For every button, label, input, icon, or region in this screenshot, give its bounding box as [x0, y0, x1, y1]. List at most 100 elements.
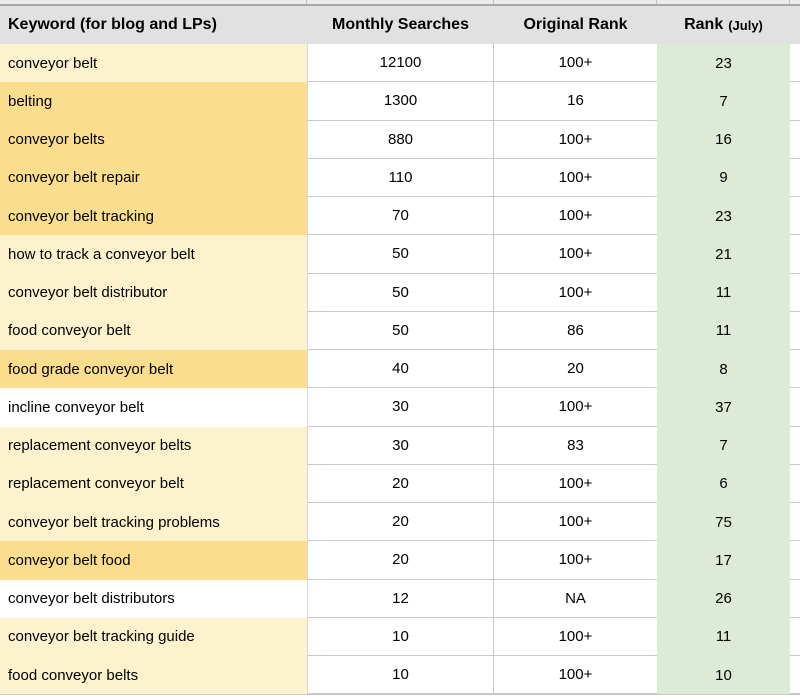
- empty-adjacent-cell[interactable]: [790, 311, 800, 350]
- monthly-searches-cell[interactable]: 20: [307, 503, 494, 542]
- keyword-cell[interactable]: conveyor belt tracking problems: [0, 503, 307, 542]
- header-rank-july[interactable]: Rank (July): [657, 6, 790, 44]
- keyword-cell[interactable]: conveyor belt repair: [0, 158, 307, 197]
- empty-adjacent-cell[interactable]: [790, 120, 800, 159]
- header-rank-label: Rank: [684, 16, 724, 33]
- july-rank-cell[interactable]: 7: [657, 82, 790, 121]
- table-row: conveyor belt tracking guide 10 100+ 11: [0, 617, 800, 656]
- keyword-cell[interactable]: conveyor belts: [0, 120, 307, 159]
- empty-adjacent-cell[interactable]: [790, 617, 800, 656]
- monthly-searches-cell[interactable]: 50: [307, 311, 494, 350]
- july-rank-cell[interactable]: 17: [657, 541, 790, 580]
- empty-adjacent-cell[interactable]: [790, 503, 800, 542]
- remnant-cell: [0, 0, 307, 4]
- july-rank-cell[interactable]: 11: [657, 273, 790, 312]
- keyword-cell[interactable]: food conveyor belt: [0, 311, 307, 350]
- july-rank-cell[interactable]: 6: [657, 464, 790, 503]
- empty-adjacent-cell[interactable]: [790, 541, 800, 580]
- table-row: replacement conveyor belts 30 83 7: [0, 426, 800, 465]
- frozen-row-remnant: [0, 0, 800, 4]
- original-rank-cell[interactable]: 100+: [494, 388, 657, 427]
- original-rank-cell[interactable]: 100+: [494, 44, 657, 83]
- empty-adjacent-cell[interactable]: [790, 656, 800, 695]
- monthly-searches-cell[interactable]: 12100: [307, 44, 494, 83]
- keyword-cell[interactable]: conveyor belt distributor: [0, 273, 307, 312]
- monthly-searches-cell[interactable]: 50: [307, 273, 494, 312]
- keyword-cell[interactable]: food grade conveyor belt: [0, 350, 307, 389]
- keyword-cell[interactable]: conveyor belt tracking: [0, 197, 307, 236]
- july-rank-cell[interactable]: 23: [657, 44, 790, 83]
- original-rank-cell[interactable]: 16: [494, 82, 657, 121]
- monthly-searches-cell[interactable]: 40: [307, 350, 494, 389]
- original-rank-cell[interactable]: 100+: [494, 197, 657, 236]
- monthly-searches-cell[interactable]: 20: [307, 541, 494, 580]
- july-rank-cell[interactable]: 75: [657, 503, 790, 542]
- empty-adjacent-cell[interactable]: [790, 388, 800, 427]
- table-row: conveyor belts 880 100+ 16: [0, 120, 800, 159]
- original-rank-cell[interactable]: 100+: [494, 235, 657, 274]
- empty-adjacent-cell[interactable]: [790, 82, 800, 121]
- original-rank-cell[interactable]: 100+: [494, 158, 657, 197]
- monthly-searches-cell[interactable]: 50: [307, 235, 494, 274]
- original-rank-cell[interactable]: 100+: [494, 120, 657, 159]
- july-rank-cell[interactable]: 7: [657, 426, 790, 465]
- keyword-cell[interactable]: food conveyor belts: [0, 656, 307, 695]
- original-rank-cell[interactable]: NA: [494, 579, 657, 618]
- header-monthly-searches[interactable]: Monthly Searches: [332, 16, 469, 33]
- next-row-remnant: [0, 694, 800, 700]
- original-rank-cell[interactable]: 20: [494, 350, 657, 389]
- original-rank-cell[interactable]: 100+: [494, 617, 657, 656]
- july-rank-cell[interactable]: 8: [657, 350, 790, 389]
- empty-adjacent-cell[interactable]: [790, 235, 800, 274]
- header-original-rank[interactable]: Original Rank: [523, 16, 628, 33]
- july-rank-cell[interactable]: 11: [657, 617, 790, 656]
- july-rank-cell[interactable]: 11: [657, 311, 790, 350]
- monthly-searches-cell[interactable]: 12: [307, 579, 494, 618]
- empty-adjacent-cell[interactable]: [790, 273, 800, 312]
- keyword-cell[interactable]: replacement conveyor belts: [0, 426, 307, 465]
- table-row: conveyor belt 12100 100+ 23: [0, 44, 800, 83]
- monthly-searches-cell[interactable]: 880: [307, 120, 494, 159]
- empty-adjacent-cell[interactable]: [790, 464, 800, 503]
- july-rank-cell[interactable]: 9: [657, 158, 790, 197]
- original-rank-cell[interactable]: 100+: [494, 464, 657, 503]
- empty-adjacent-cell[interactable]: [790, 350, 800, 389]
- monthly-searches-cell[interactable]: 30: [307, 388, 494, 427]
- empty-adjacent-cell[interactable]: [790, 197, 800, 236]
- monthly-searches-cell[interactable]: 10: [307, 617, 494, 656]
- monthly-searches-cell[interactable]: 10: [307, 656, 494, 695]
- table-row: conveyor belt distributor 50 100+ 11: [0, 273, 800, 312]
- keyword-cell[interactable]: conveyor belt tracking guide: [0, 617, 307, 656]
- monthly-searches-cell[interactable]: 30: [307, 426, 494, 465]
- keyword-cell[interactable]: conveyor belt food: [0, 541, 307, 580]
- keyword-cell[interactable]: incline conveyor belt: [0, 388, 307, 427]
- empty-adjacent-cell[interactable]: [790, 579, 800, 618]
- keyword-cell[interactable]: belting: [0, 82, 307, 121]
- july-rank-cell[interactable]: 16: [657, 120, 790, 159]
- original-rank-cell[interactable]: 83: [494, 426, 657, 465]
- keyword-cell[interactable]: how to track a conveyor belt: [0, 235, 307, 274]
- july-rank-cell[interactable]: 23: [657, 197, 790, 236]
- keyword-cell[interactable]: conveyor belt: [0, 44, 307, 83]
- original-rank-cell[interactable]: 86: [494, 311, 657, 350]
- empty-adjacent-cell[interactable]: [790, 158, 800, 197]
- monthly-searches-cell[interactable]: 1300: [307, 82, 494, 121]
- original-rank-cell[interactable]: 100+: [494, 503, 657, 542]
- july-rank-cell[interactable]: 21: [657, 235, 790, 274]
- empty-adjacent-cell[interactable]: [790, 44, 800, 83]
- header-keyword[interactable]: Keyword (for blog and LPs): [8, 16, 217, 33]
- july-rank-cell[interactable]: 37: [657, 388, 790, 427]
- original-rank-cell[interactable]: 100+: [494, 541, 657, 580]
- header-empty-cell[interactable]: [790, 6, 800, 44]
- july-rank-cell[interactable]: 10: [657, 656, 790, 695]
- original-rank-cell[interactable]: 100+: [494, 656, 657, 695]
- keyword-cell[interactable]: replacement conveyor belt: [0, 464, 307, 503]
- monthly-searches-cell[interactable]: 110: [307, 158, 494, 197]
- keyword-cell[interactable]: conveyor belt distributors: [0, 579, 307, 618]
- empty-adjacent-cell[interactable]: [790, 426, 800, 465]
- july-rank-cell[interactable]: 26: [657, 579, 790, 618]
- monthly-searches-cell[interactable]: 70: [307, 197, 494, 236]
- original-rank-cell[interactable]: 100+: [494, 273, 657, 312]
- monthly-searches-cell[interactable]: 20: [307, 464, 494, 503]
